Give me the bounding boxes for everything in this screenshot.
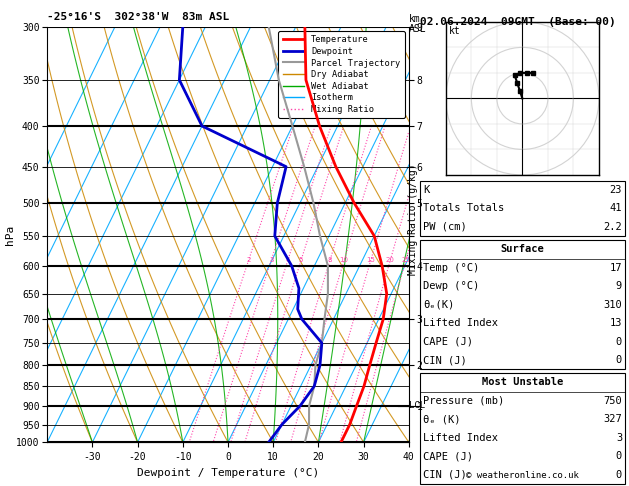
Text: Most Unstable: Most Unstable [482, 378, 563, 387]
Text: K: K [423, 185, 430, 195]
Text: 2.2: 2.2 [603, 222, 622, 232]
Text: 0: 0 [616, 470, 622, 480]
Text: Lifted Index: Lifted Index [423, 318, 498, 328]
Text: 8: 8 [328, 257, 332, 263]
Text: Dewp (°C): Dewp (°C) [423, 281, 479, 291]
Text: LCL: LCL [409, 401, 425, 410]
Text: 13: 13 [610, 318, 622, 328]
Text: Temp (°C): Temp (°C) [423, 263, 479, 273]
Text: 0: 0 [616, 451, 622, 461]
Text: Lifted Index: Lifted Index [423, 433, 498, 443]
Text: 0: 0 [616, 355, 622, 365]
Text: 02.06.2024  09GMT  (Base: 00): 02.06.2024 09GMT (Base: 00) [420, 17, 616, 27]
Text: 3: 3 [616, 433, 622, 443]
Text: © weatheronline.co.uk: © weatheronline.co.uk [466, 471, 579, 480]
Text: CIN (J): CIN (J) [423, 470, 467, 480]
Text: 3: 3 [269, 257, 274, 263]
Text: PW (cm): PW (cm) [423, 222, 467, 232]
Text: km
ASL: km ASL [409, 14, 426, 35]
Text: 23: 23 [610, 185, 622, 195]
Text: 310: 310 [603, 300, 622, 310]
Text: CIN (J): CIN (J) [423, 355, 467, 365]
Text: 750: 750 [603, 396, 622, 406]
Text: 2: 2 [247, 257, 251, 263]
Text: 15: 15 [366, 257, 376, 263]
Text: 17: 17 [610, 263, 622, 273]
Legend: Temperature, Dewpoint, Parcel Trajectory, Dry Adiabat, Wet Adiabat, Isotherm, Mi: Temperature, Dewpoint, Parcel Trajectory… [278, 31, 404, 118]
Text: 0: 0 [616, 337, 622, 347]
Text: Totals Totals: Totals Totals [423, 204, 504, 213]
Text: 25: 25 [401, 257, 410, 263]
Text: θₑ (K): θₑ (K) [423, 415, 461, 424]
Text: 5: 5 [299, 257, 303, 263]
Text: CAPE (J): CAPE (J) [423, 337, 473, 347]
Text: 327: 327 [603, 415, 622, 424]
Y-axis label: hPa: hPa [4, 225, 14, 244]
X-axis label: Dewpoint / Temperature (°C): Dewpoint / Temperature (°C) [137, 468, 319, 478]
Text: 20: 20 [386, 257, 395, 263]
Text: Mixing Ratio (g/kg): Mixing Ratio (g/kg) [408, 163, 418, 275]
Text: -25°16'S  302°38'W  83m ASL: -25°16'S 302°38'W 83m ASL [47, 12, 230, 22]
Text: 10: 10 [340, 257, 348, 263]
Text: 4: 4 [286, 257, 290, 263]
Text: θₑ(K): θₑ(K) [423, 300, 455, 310]
Text: kt: kt [449, 26, 460, 36]
Text: Pressure (mb): Pressure (mb) [423, 396, 504, 406]
Text: 41: 41 [610, 204, 622, 213]
Text: 9: 9 [616, 281, 622, 291]
Text: CAPE (J): CAPE (J) [423, 451, 473, 461]
Text: Surface: Surface [501, 244, 544, 254]
